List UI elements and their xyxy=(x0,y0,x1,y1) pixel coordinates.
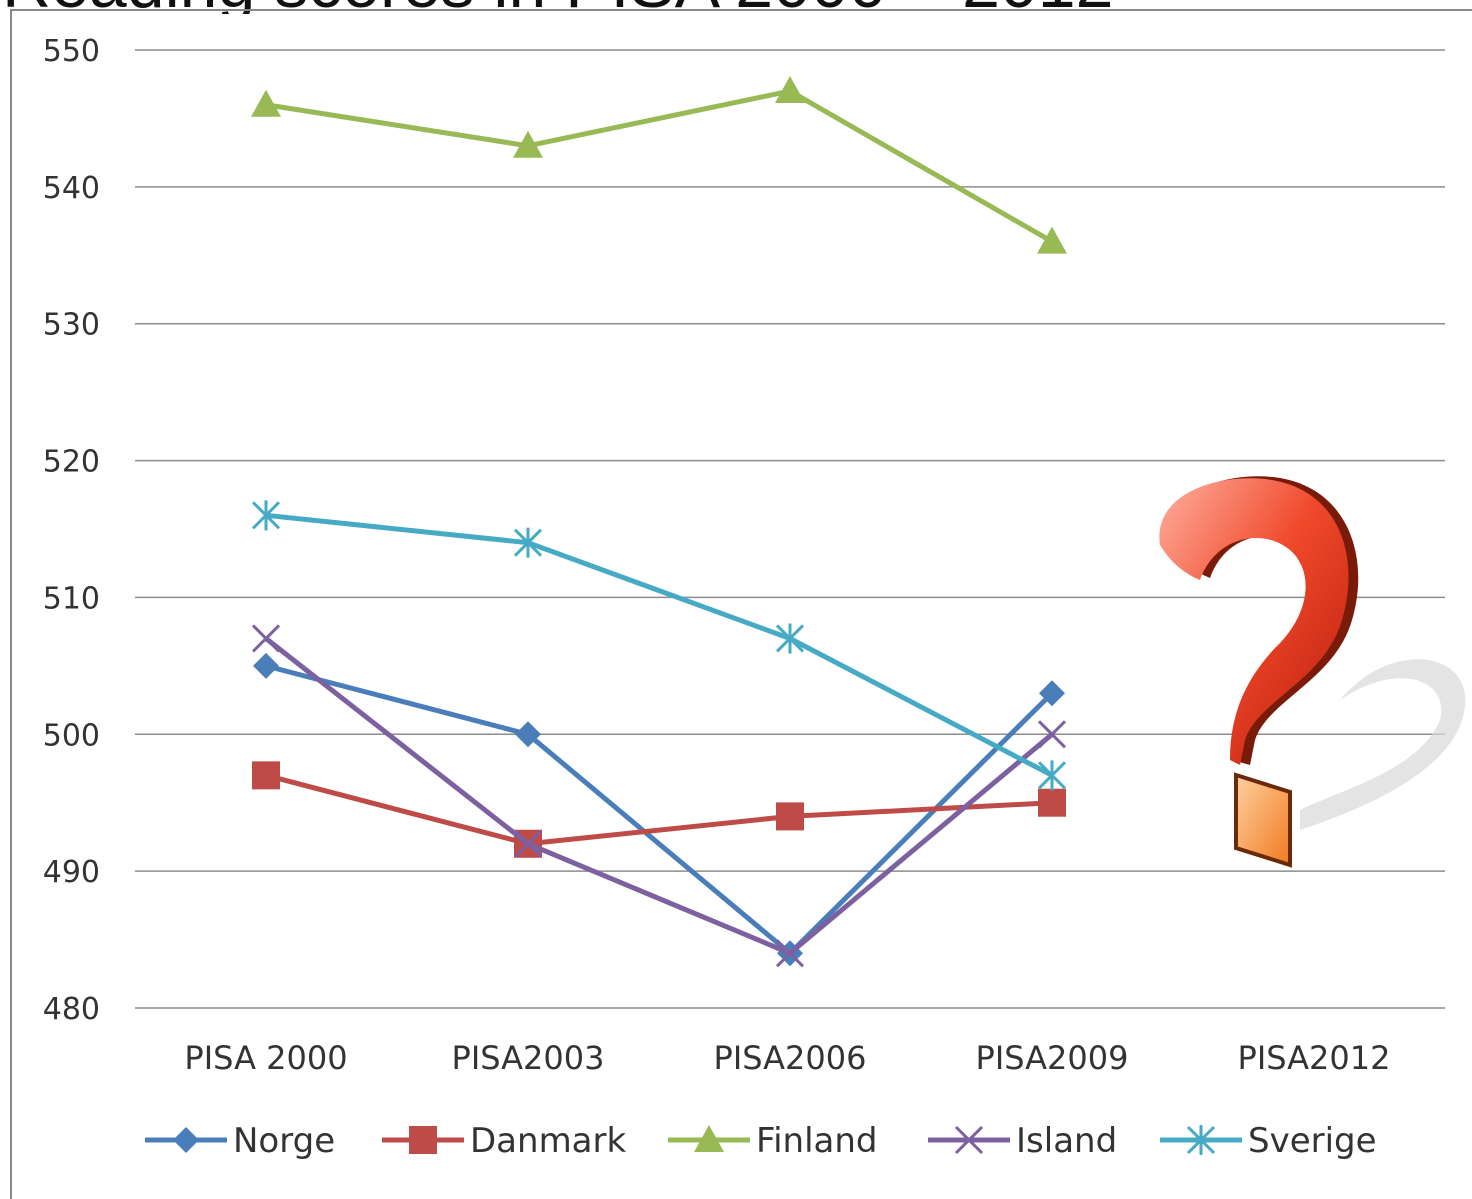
legend-label-finland: Finland xyxy=(756,1121,878,1161)
data-point-danmark-3 xyxy=(1038,788,1066,817)
data-point-island-3 xyxy=(1037,720,1067,749)
y-tick-label-530: 530 xyxy=(43,308,100,343)
y-tick-label-490: 490 xyxy=(43,855,100,890)
data-point-norge-3 xyxy=(1039,680,1065,707)
data-point-finland-1 xyxy=(513,130,543,158)
series-island xyxy=(251,624,1067,968)
series-finland xyxy=(251,76,1067,254)
data-point-norge-0 xyxy=(253,652,279,679)
series-sverige xyxy=(251,500,1067,791)
data-point-finland-3 xyxy=(1037,226,1067,254)
data-point-danmark-2 xyxy=(776,802,804,831)
legend-marker-sverige xyxy=(1186,1125,1216,1155)
y-tick-label-520: 520 xyxy=(43,445,100,480)
data-point-finland-0 xyxy=(251,89,281,117)
data-point-sverige-3 xyxy=(1037,760,1067,791)
legend-marker-island xyxy=(954,1125,984,1155)
data-point-island-2 xyxy=(775,939,805,968)
legend-marker-danmark xyxy=(409,1126,437,1154)
x-tick-label-3: PISA2009 xyxy=(976,1039,1129,1077)
data-point-island-1 xyxy=(513,829,543,858)
legend-marker-finland xyxy=(694,1125,724,1152)
x-tick-label-1: PISA2003 xyxy=(452,1039,605,1077)
data-point-sverige-1 xyxy=(513,527,543,558)
y-tick-label-480: 480 xyxy=(43,992,100,1027)
x-tick-label-4: PISA2012 xyxy=(1238,1039,1391,1077)
data-point-sverige-0 xyxy=(251,500,281,531)
series-line-sverige xyxy=(265,512,1054,778)
legend-label-norge: Norge xyxy=(233,1121,335,1161)
series-norge xyxy=(253,652,1065,967)
legend-label-island: Island xyxy=(1016,1121,1117,1161)
series-line-island xyxy=(264,636,1054,956)
x-tick-label-0: PISA 2000 xyxy=(184,1039,347,1077)
series-line-finland xyxy=(265,88,1054,244)
x-tick-label-2: PISA2006 xyxy=(714,1039,867,1077)
data-point-sverige-2 xyxy=(775,623,805,654)
y-tick-label-510: 510 xyxy=(43,581,100,616)
data-point-finland-2 xyxy=(775,76,805,104)
data-point-norge-1 xyxy=(515,721,541,748)
data-point-danmark-0 xyxy=(252,761,280,790)
data-point-island-0 xyxy=(251,624,281,653)
question-mark-icon xyxy=(1159,476,1466,868)
series-line-danmark xyxy=(265,772,1053,847)
legend-marker-norge xyxy=(173,1127,199,1153)
y-tick-label-540: 540 xyxy=(43,171,100,206)
series-line-norge xyxy=(265,663,1054,956)
y-tick-label-550: 550 xyxy=(43,34,100,69)
chart-frame xyxy=(10,9,1472,1199)
legend-label-sverige: Sverige xyxy=(1248,1121,1377,1161)
legend-label-danmark: Danmark xyxy=(470,1121,626,1161)
y-tick-label-500: 500 xyxy=(43,718,100,753)
